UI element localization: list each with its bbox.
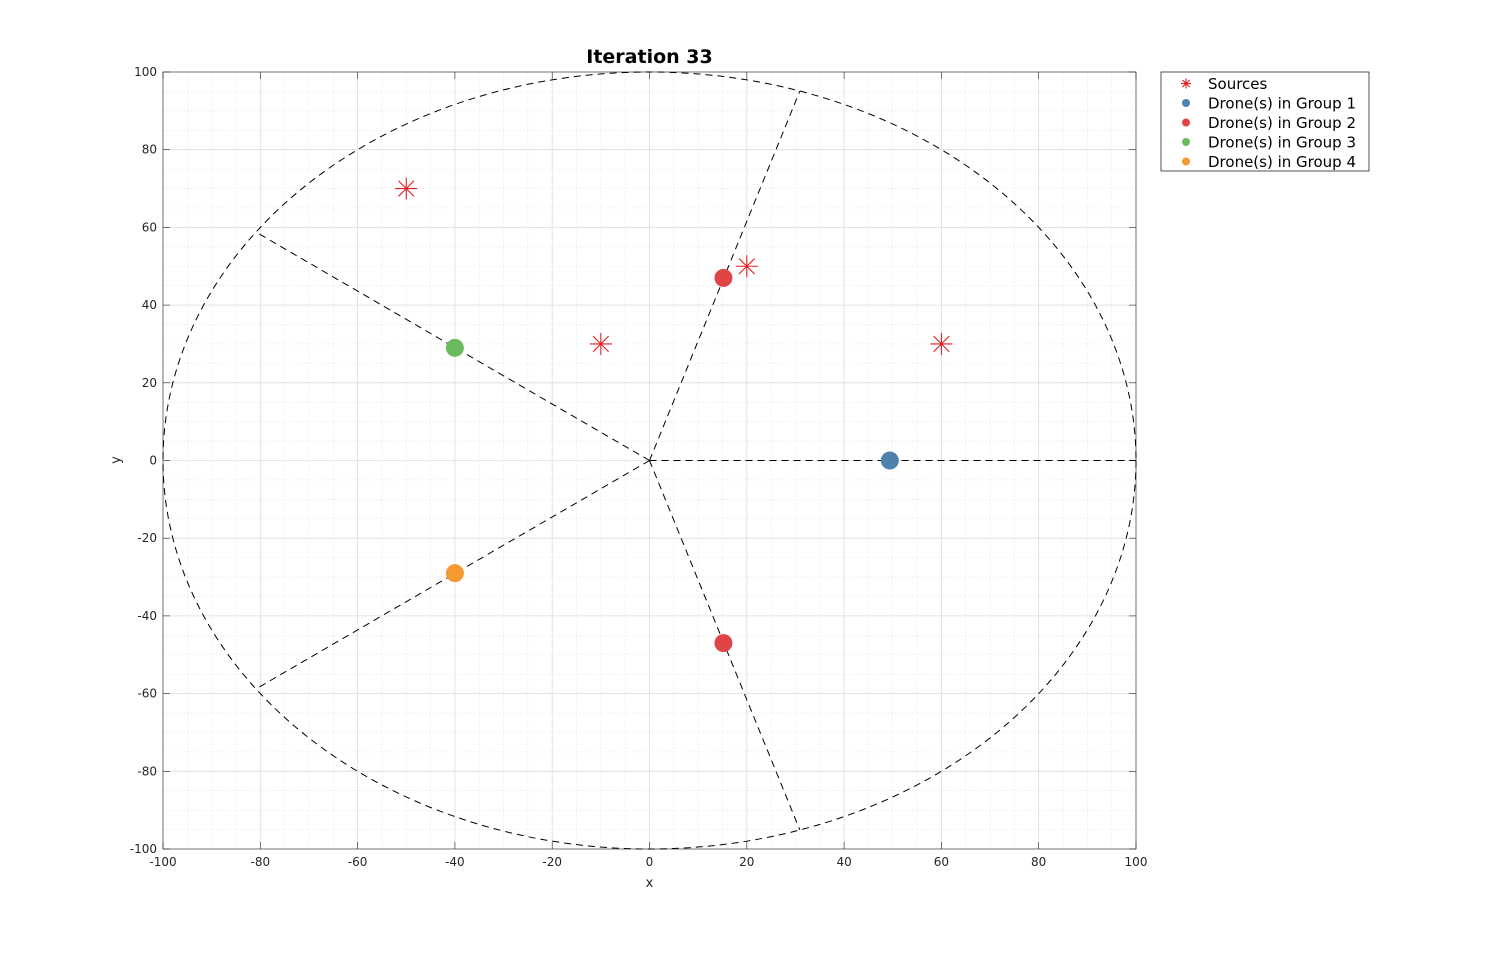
source-point (735, 255, 758, 278)
drone-point-group-1 (880, 451, 899, 470)
data-layer (395, 177, 953, 653)
x-tick-label: -20 (542, 855, 562, 869)
y-tick-labels: -100 -80 -60 -40 -20 0 20 40 60 80 100 (130, 65, 157, 856)
x-tick-label: 60 (934, 855, 949, 869)
legend-marker-sources (1181, 78, 1191, 89)
y-tick-label: 100 (134, 65, 157, 79)
x-tick-label: -100 (149, 855, 176, 869)
partition-line (255, 231, 650, 461)
source-point (589, 332, 612, 355)
chart-title: Iteration 33 (586, 46, 712, 68)
source-point-stroke (398, 180, 415, 197)
legend-marker-group-3 (1182, 138, 1190, 146)
x-tick-label: 100 (1125, 855, 1148, 869)
legend-label-group-2: Drone(s) in Group 2 (1208, 114, 1356, 132)
drone-point-group-2 (714, 634, 733, 653)
y-tick-label: -60 (137, 687, 157, 701)
partition-line (649, 460, 801, 831)
y-tick-label: -80 (137, 764, 157, 778)
legend-marker-group-4 (1182, 157, 1190, 166)
partition-line (649, 90, 801, 461)
source-point-stroke (933, 335, 950, 353)
x-tick-label: -60 (348, 855, 368, 869)
drone-point-group-4 (445, 564, 464, 583)
legend-label-group-4: Drone(s) in Group 4 (1208, 153, 1356, 171)
x-tick-label: 0 (646, 855, 654, 869)
x-axis-label: x (646, 876, 654, 891)
drone-point-group-3 (445, 338, 464, 357)
legend-label-group-1: Drone(s) in Group 1 (1208, 95, 1356, 113)
x-tick-labels: -100 -80 -60 -40 -20 0 20 40 60 80 100 (149, 855, 1147, 869)
legend-markers (1181, 78, 1191, 166)
legend-label-sources: Sources (1208, 75, 1268, 93)
x-tick-label: -40 (445, 855, 465, 869)
y-tick-label: 40 (142, 298, 157, 312)
y-tick-label: 0 (149, 454, 157, 468)
legend-marker-sources-stroke (1182, 79, 1190, 88)
partition-line (255, 460, 650, 690)
x-tick-label: 80 (1031, 855, 1046, 869)
x-tick-label: 40 (836, 855, 851, 869)
legend-box (1160, 71, 1370, 172)
drone-point-group-2 (714, 268, 733, 287)
legend: Sources Drone(s) in Group 1 Drone(s) in … (1160, 71, 1370, 172)
source-point (395, 177, 418, 200)
source-point (930, 332, 953, 355)
y-tick-label: 60 (142, 220, 157, 234)
x-tick-label: -80 (250, 855, 270, 869)
x-tick-label: 20 (739, 855, 754, 869)
y-tick-label: -40 (137, 609, 157, 623)
legend-marker-group-1 (1182, 99, 1190, 107)
y-tick-label: -20 (137, 531, 157, 545)
source-point-stroke (592, 335, 610, 353)
y-tick-label: 20 (142, 376, 157, 390)
y-tick-label: 80 (142, 143, 157, 157)
y-axis-label: y (109, 456, 124, 464)
source-point-stroke (738, 258, 755, 275)
legend-marker-group-2 (1182, 118, 1190, 127)
legend-label-group-3: Drone(s) in Group 3 (1208, 134, 1356, 152)
y-tick-label: -100 (130, 842, 157, 856)
